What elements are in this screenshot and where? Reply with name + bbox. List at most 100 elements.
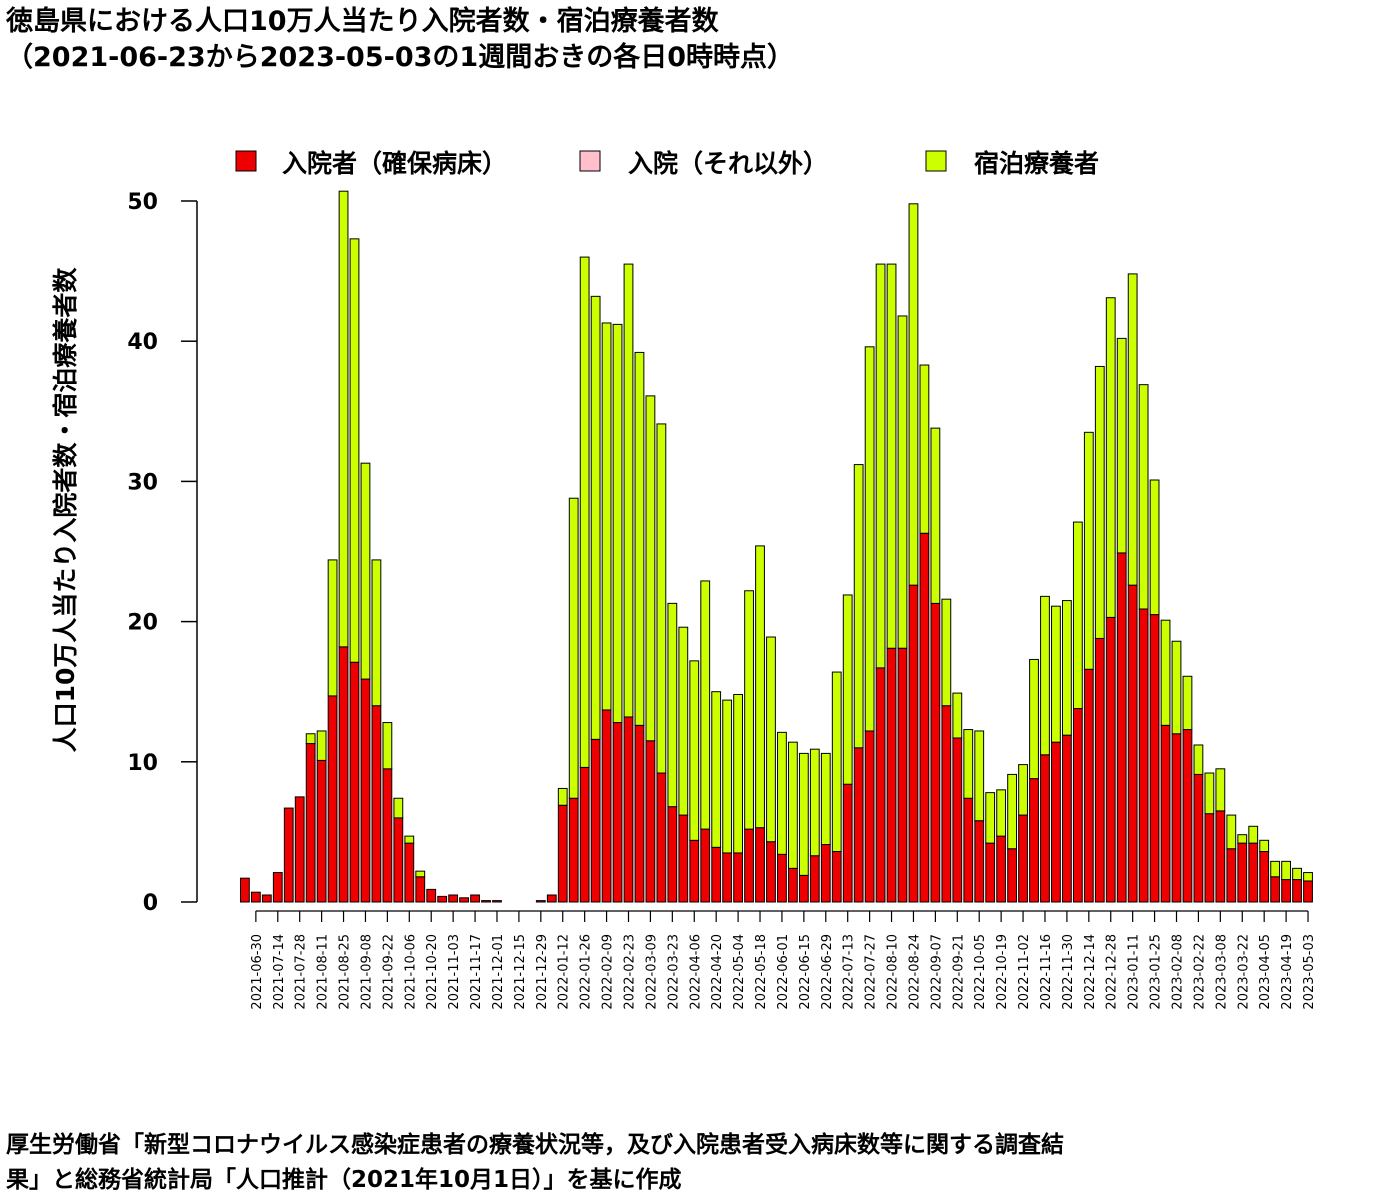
x-tick-label: 2021-12-29: [535, 934, 550, 1010]
bar-segment-hosp-2021-10-20: [426, 888, 437, 903]
bar-segment-hosp-2022-04-20: [711, 846, 722, 903]
bar-segment-hosp-2023-05-03: [1303, 880, 1313, 903]
bar-segment-hotel-2021-09-08: [360, 462, 371, 680]
bar-segment-hosp-2021-12-29: [535, 900, 546, 903]
bar-segment-hotel-2023-01-18: [1138, 384, 1149, 610]
legend-label-hosp: 入院者（確保病床）: [282, 149, 507, 178]
bar-segment-hotel-2022-03-23: [667, 602, 678, 808]
bar-segment-hotel-2023-04-19: [1281, 860, 1291, 881]
x-tick-label: 2021-11-03: [447, 934, 462, 1010]
bar-segment-hotel-2022-12-21: [1094, 365, 1105, 639]
x-tick-label: 2022-01-12: [557, 934, 572, 1010]
x-tick-label: 2022-12-14: [1083, 934, 1098, 1010]
bar-segment-hosp-2022-09-07: [930, 602, 941, 903]
bar-segment-hosp-2022-11-02: [1018, 814, 1028, 903]
legend-swatch-other: [579, 150, 601, 172]
bar-segment-hosp-2022-12-21: [1094, 637, 1105, 903]
bar-segment-hosp-2022-07-13: [842, 783, 853, 903]
bar-segment-hosp-2021-08-11: [316, 759, 327, 903]
y-axis-label: 人口10万人当たり入院者数・宿泊療養者数: [51, 267, 80, 753]
bar-segment-hosp-2022-08-03: [875, 667, 886, 903]
bar-segment-hosp-2021-07-21: [283, 807, 294, 903]
chart-title-line2: （2021-06-23から2023-05-03の1週間おきの各日0時時点）: [6, 42, 794, 73]
x-tick-label: 2022-05-18: [754, 934, 769, 1010]
x-tick-label: 2021-07-28: [294, 934, 309, 1010]
bar-segment-hosp-2021-11-10: [459, 897, 470, 903]
bar-segment-hotel-2021-08-04: [305, 733, 316, 745]
bar-segment-hotel-2022-11-09: [1029, 658, 1039, 780]
bar-segment-hosp-2021-09-08: [360, 678, 371, 903]
bar-segment-hotel-2023-04-26: [1292, 867, 1302, 881]
bar-segment-hotel-2022-07-20: [853, 464, 864, 749]
bar-segment-hosp-2022-02-23: [623, 716, 634, 903]
bar-segment-hotel-2022-06-15: [798, 752, 809, 876]
x-tick-label: 2021-12-15: [513, 934, 528, 1010]
x-tick-label: 2023-04-19: [1280, 934, 1295, 1010]
bar-segment-hotel-2022-02-02: [590, 295, 601, 740]
bar-segment-hosp-2023-02-22: [1193, 773, 1204, 903]
source-note: 厚生労働省「新型コロナウイルス感染症患者の療養状況等，及び入院患者受入病床数等に…: [6, 1128, 1064, 1198]
bar-segment-hosp-2021-11-24: [481, 900, 491, 903]
x-tick-label: 2023-04-05: [1258, 934, 1273, 1010]
stacked-bar-chart: 入院者（確保病床） 入院（それ以外） 宿泊療養者 人口10万人当たり入院者数・宿…: [51, 149, 1317, 1010]
source-note-line1: 厚生労働省「新型コロナウイルス感染症患者の療養状況等，及び入院患者受入病床数等に…: [6, 1132, 1064, 1158]
bar-segment-hotel-2022-05-18: [755, 545, 765, 829]
bar-segment-hosp-2022-05-25: [766, 841, 776, 903]
bar-segment-hotel-2023-04-12: [1270, 860, 1281, 878]
bar-segment-hosp-2022-06-01: [777, 853, 787, 903]
x-tick-label: 2022-09-07: [929, 934, 944, 1010]
x-tick-label: 2021-07-14: [272, 934, 287, 1010]
bar-segment-hosp-2023-04-19: [1281, 879, 1291, 903]
bar-segment-hotel-2022-06-22: [809, 748, 820, 857]
x-tick-label: 2021-09-22: [381, 934, 396, 1010]
x-tick-label: 2022-11-30: [1061, 934, 1076, 1010]
bar-segment-hotel-2023-03-15: [1226, 814, 1237, 850]
x-tick-label: 2023-01-25: [1149, 934, 1164, 1010]
bar-segment-hosp-2021-10-13: [415, 876, 426, 903]
bar-segment-hotel-2022-04-27: [722, 699, 733, 854]
bar-segment-hotel-2023-02-15: [1182, 675, 1193, 731]
bar-segment-hosp-2022-04-27: [722, 852, 733, 903]
bar-segment-hosp-2022-01-19: [568, 797, 579, 903]
bar-segment-hotel-2022-03-02: [634, 351, 645, 726]
x-tick-label: 2021-10-06: [403, 934, 418, 1010]
y-tick-label: 20: [127, 611, 158, 636]
bar-segment-hotel-2023-02-08: [1171, 640, 1182, 735]
bar-segment-hotel-2023-02-22: [1193, 744, 1204, 775]
legend-swatch-hotel: [925, 150, 947, 172]
bar-segment-hosp-2021-10-06: [404, 842, 415, 903]
x-tick-label: 2022-06-29: [820, 934, 835, 1010]
bar-segment-hotel-2021-10-06: [404, 835, 415, 844]
bar-segment-hosp-2022-06-22: [809, 855, 820, 903]
bar-segment-hosp-2021-06-30: [250, 891, 261, 903]
bar-segment-hosp-2021-11-03: [448, 894, 459, 903]
y-tick-label: 40: [127, 330, 158, 355]
bar-segment-hotel-2022-10-12: [985, 792, 996, 844]
bar-segment-hotel-2022-09-14: [941, 598, 952, 707]
bar-segment-hotel-2022-08-17: [897, 315, 908, 649]
x-axis: 2021-06-30 2021-07-14 2021-07-28 2021-08-11…: [250, 910, 1317, 1010]
bar-segment-hotel-2023-01-25: [1149, 479, 1160, 616]
bar-segment-hotel-2022-04-13: [700, 580, 711, 830]
bar-segment-hosp-2022-08-10: [886, 647, 897, 903]
bar-segment-hotel-2022-05-25: [766, 636, 776, 843]
bar-segment-hosp-2023-03-29: [1248, 842, 1259, 903]
bar-segment-hosp-2022-01-05: [546, 894, 557, 903]
bar-segment-hotel-2021-09-15: [371, 559, 382, 707]
bar-segment-hosp-2023-01-25: [1149, 614, 1160, 903]
bar-segment-hotel-2022-04-06: [689, 660, 700, 841]
bar-segment-hotel-2022-10-19: [996, 789, 1007, 837]
y-tick-label: 30: [127, 470, 158, 495]
bar-segment-hosp-2022-12-28: [1105, 616, 1116, 903]
bar-segment-hosp-2022-10-26: [1007, 848, 1018, 903]
bar-segment-hosp-2022-11-23: [1051, 741, 1061, 903]
x-tick-label: 2021-08-25: [338, 934, 353, 1010]
bar-segment-hosp-2023-01-11: [1127, 584, 1138, 903]
x-tick-label: 2021-11-17: [469, 934, 484, 1010]
x-tick-label: 2022-06-15: [798, 934, 813, 1010]
x-tick-label: 2022-11-16: [1039, 934, 1054, 1010]
bar-segment-hosp-2022-06-15: [798, 874, 809, 903]
bar-segment-hosp-2022-08-31: [919, 532, 930, 903]
bar-segment-hosp-2023-03-15: [1226, 848, 1237, 903]
bar-segment-hotel-2022-07-27: [864, 346, 875, 732]
